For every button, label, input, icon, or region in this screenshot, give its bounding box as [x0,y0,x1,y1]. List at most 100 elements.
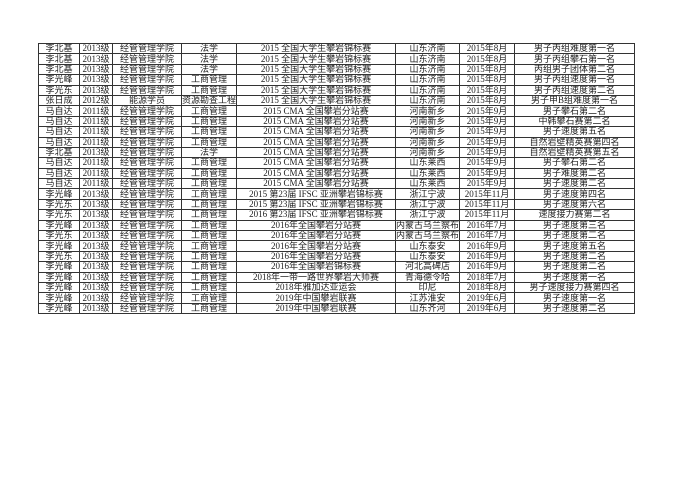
grade-cell[interactable]: 2013级 [79,42,113,55]
college-cell[interactable]: 经管管理学院 [112,209,182,221]
college-cell[interactable]: 经管管理学院 [112,136,182,148]
college-cell[interactable]: 经管管理学院 [112,302,182,315]
student-name-cell[interactable]: 李光峰 [38,188,80,200]
date-cell[interactable]: 2015年9月 [459,178,516,190]
college-cell[interactable]: 经管管理学院 [112,74,182,86]
college-cell[interactable]: 经管管理学院 [112,157,182,169]
student-name-cell[interactable]: 李北基 [38,42,80,55]
grade-cell[interactable]: 2011级 [79,115,113,128]
date-cell[interactable]: 2015年9月 [459,136,516,148]
grade-cell[interactable]: 2013级 [79,198,113,211]
grade-cell[interactable]: 2013级 [79,146,113,159]
competition-cell[interactable]: 2016年全国攀岩锦标赛 [236,261,397,273]
date-cell[interactable]: 2015年9月 [459,115,516,128]
location-cell[interactable]: 山东济南 [395,94,461,107]
major-cell[interactable]: 工商管理 [180,167,238,180]
student-name-cell[interactable]: 马自达 [38,115,80,128]
student-name-cell[interactable]: 马自达 [38,178,80,190]
award-cell[interactable]: 男子丙组速度第一名 [514,74,636,86]
date-cell[interactable]: 2016年7月 [459,219,516,232]
major-cell[interactable]: 工商管理 [180,157,238,169]
award-cell[interactable]: 男子速度第三名 [514,219,636,232]
award-cell[interactable]: 自然岩壁精英赛第五名 [514,146,636,159]
location-cell[interactable]: 河南新乡 [395,136,461,148]
date-cell[interactable]: 2018年8月 [459,281,516,294]
major-cell[interactable]: 工商管理 [180,136,238,148]
award-cell[interactable]: 速度接力赛第二名 [514,209,636,221]
location-cell[interactable]: 山东泰安 [395,250,461,263]
major-cell[interactable]: 工商管理 [180,115,238,128]
college-cell[interactable]: 经管管理学院 [112,42,182,55]
competition-cell[interactable]: 2015 CMA 全国攀岩分站赛 [236,105,397,117]
grade-cell[interactable]: 2012级 [79,94,113,107]
grade-cell[interactable]: 2011级 [79,167,113,180]
award-cell[interactable]: 男子攀石第二名 [514,105,636,117]
student-name-cell[interactable]: 李北基 [38,146,80,159]
award-cell[interactable]: 男子甲B组难度第一名 [514,94,636,107]
college-cell[interactable]: 经管管理学院 [112,126,182,138]
location-cell[interactable]: 山东莱西 [395,157,461,169]
grade-cell[interactable]: 2013级 [79,281,113,294]
award-cell[interactable]: 中韩攀石赛第二名 [514,115,636,128]
competition-cell[interactable]: 2015 CMA 全国攀岩分站赛 [236,115,397,128]
award-cell[interactable]: 丙组男子团体第二名 [514,63,636,76]
location-cell[interactable]: 山东济南 [395,42,461,55]
grade-cell[interactable]: 2013级 [79,230,113,242]
location-cell[interactable]: 山东齐河 [395,302,461,315]
award-cell[interactable]: 男子速度接力赛第四名 [514,281,636,294]
student-name-cell[interactable]: 李光峰 [38,271,80,284]
location-cell[interactable]: 青海德令哈 [395,271,461,284]
student-name-cell[interactable]: 李光峰 [38,292,80,304]
student-name-cell[interactable]: 李光峰 [38,261,80,273]
major-cell[interactable]: 工商管理 [180,105,238,117]
student-name-cell[interactable]: 李光峰 [38,74,80,86]
location-cell[interactable]: 浙江宁波 [395,198,461,211]
college-cell[interactable]: 经管管理学院 [112,219,182,232]
college-cell[interactable]: 经管管理学院 [112,178,182,190]
college-cell[interactable]: 经管管理学院 [112,115,182,128]
college-cell[interactable]: 经管管理学院 [112,167,182,180]
grade-cell[interactable]: 2013级 [79,84,113,96]
grade-cell[interactable]: 2013级 [79,292,113,304]
student-name-cell[interactable]: 马自达 [38,157,80,169]
college-cell[interactable]: 经管管理学院 [112,146,182,159]
competition-cell[interactable]: 2016年全国攀岩分站赛 [236,240,397,252]
major-cell[interactable]: 工商管理 [180,209,238,221]
college-cell[interactable]: 经管管理学院 [112,198,182,211]
student-name-cell[interactable]: 马自达 [38,105,80,117]
location-cell[interactable]: 印尼 [395,281,461,294]
student-name-cell[interactable]: 李光峰 [38,240,80,252]
award-cell[interactable]: 男子速度第二名 [514,230,636,242]
date-cell[interactable]: 2015年8月 [459,63,516,76]
major-cell[interactable]: 工商管理 [180,178,238,190]
major-cell[interactable]: 工商管理 [180,261,238,273]
major-cell[interactable]: 法学 [180,146,238,159]
date-cell[interactable]: 2019年6月 [459,302,516,315]
student-name-cell[interactable]: 李光峰 [38,219,80,232]
competition-cell[interactable]: 2015 第23届 IFSC 亚洲攀岩锦标赛 [236,198,397,211]
competition-cell[interactable]: 2016年全国攀岩分站赛 [236,250,397,263]
college-cell[interactable]: 经管管理学院 [112,261,182,273]
competition-cell[interactable]: 2015 全国大学生攀岩锦标赛 [236,42,397,55]
college-cell[interactable]: 经管管理学院 [112,63,182,76]
competition-cell[interactable]: 2015 全国大学生攀岩锦标赛 [236,53,397,65]
date-cell[interactable]: 2015年11月 [459,209,516,221]
major-cell[interactable]: 工商管理 [180,240,238,252]
location-cell[interactable]: 浙江宁波 [395,209,461,221]
competition-cell[interactable]: 2016年全国攀岩分站赛 [236,230,397,242]
date-cell[interactable]: 2015年8月 [459,94,516,107]
grade-cell[interactable]: 2013级 [79,74,113,86]
date-cell[interactable]: 2015年8月 [459,42,516,55]
major-cell[interactable]: 法学 [180,53,238,65]
award-cell[interactable]: 男子速度第六名 [514,198,636,211]
major-cell[interactable]: 法学 [180,42,238,55]
location-cell[interactable]: 山东济南 [395,53,461,65]
student-name-cell[interactable]: 李光东 [38,209,80,221]
competition-cell[interactable]: 2018年雅加达亚运会 [236,281,397,294]
date-cell[interactable]: 2015年9月 [459,126,516,138]
grade-cell[interactable]: 2013级 [79,250,113,263]
grade-cell[interactable]: 2013级 [79,209,113,221]
award-cell[interactable]: 男子丙组速度第二名 [514,84,636,96]
location-cell[interactable]: 河南新乡 [395,115,461,128]
college-cell[interactable]: 经管管理学院 [112,292,182,304]
